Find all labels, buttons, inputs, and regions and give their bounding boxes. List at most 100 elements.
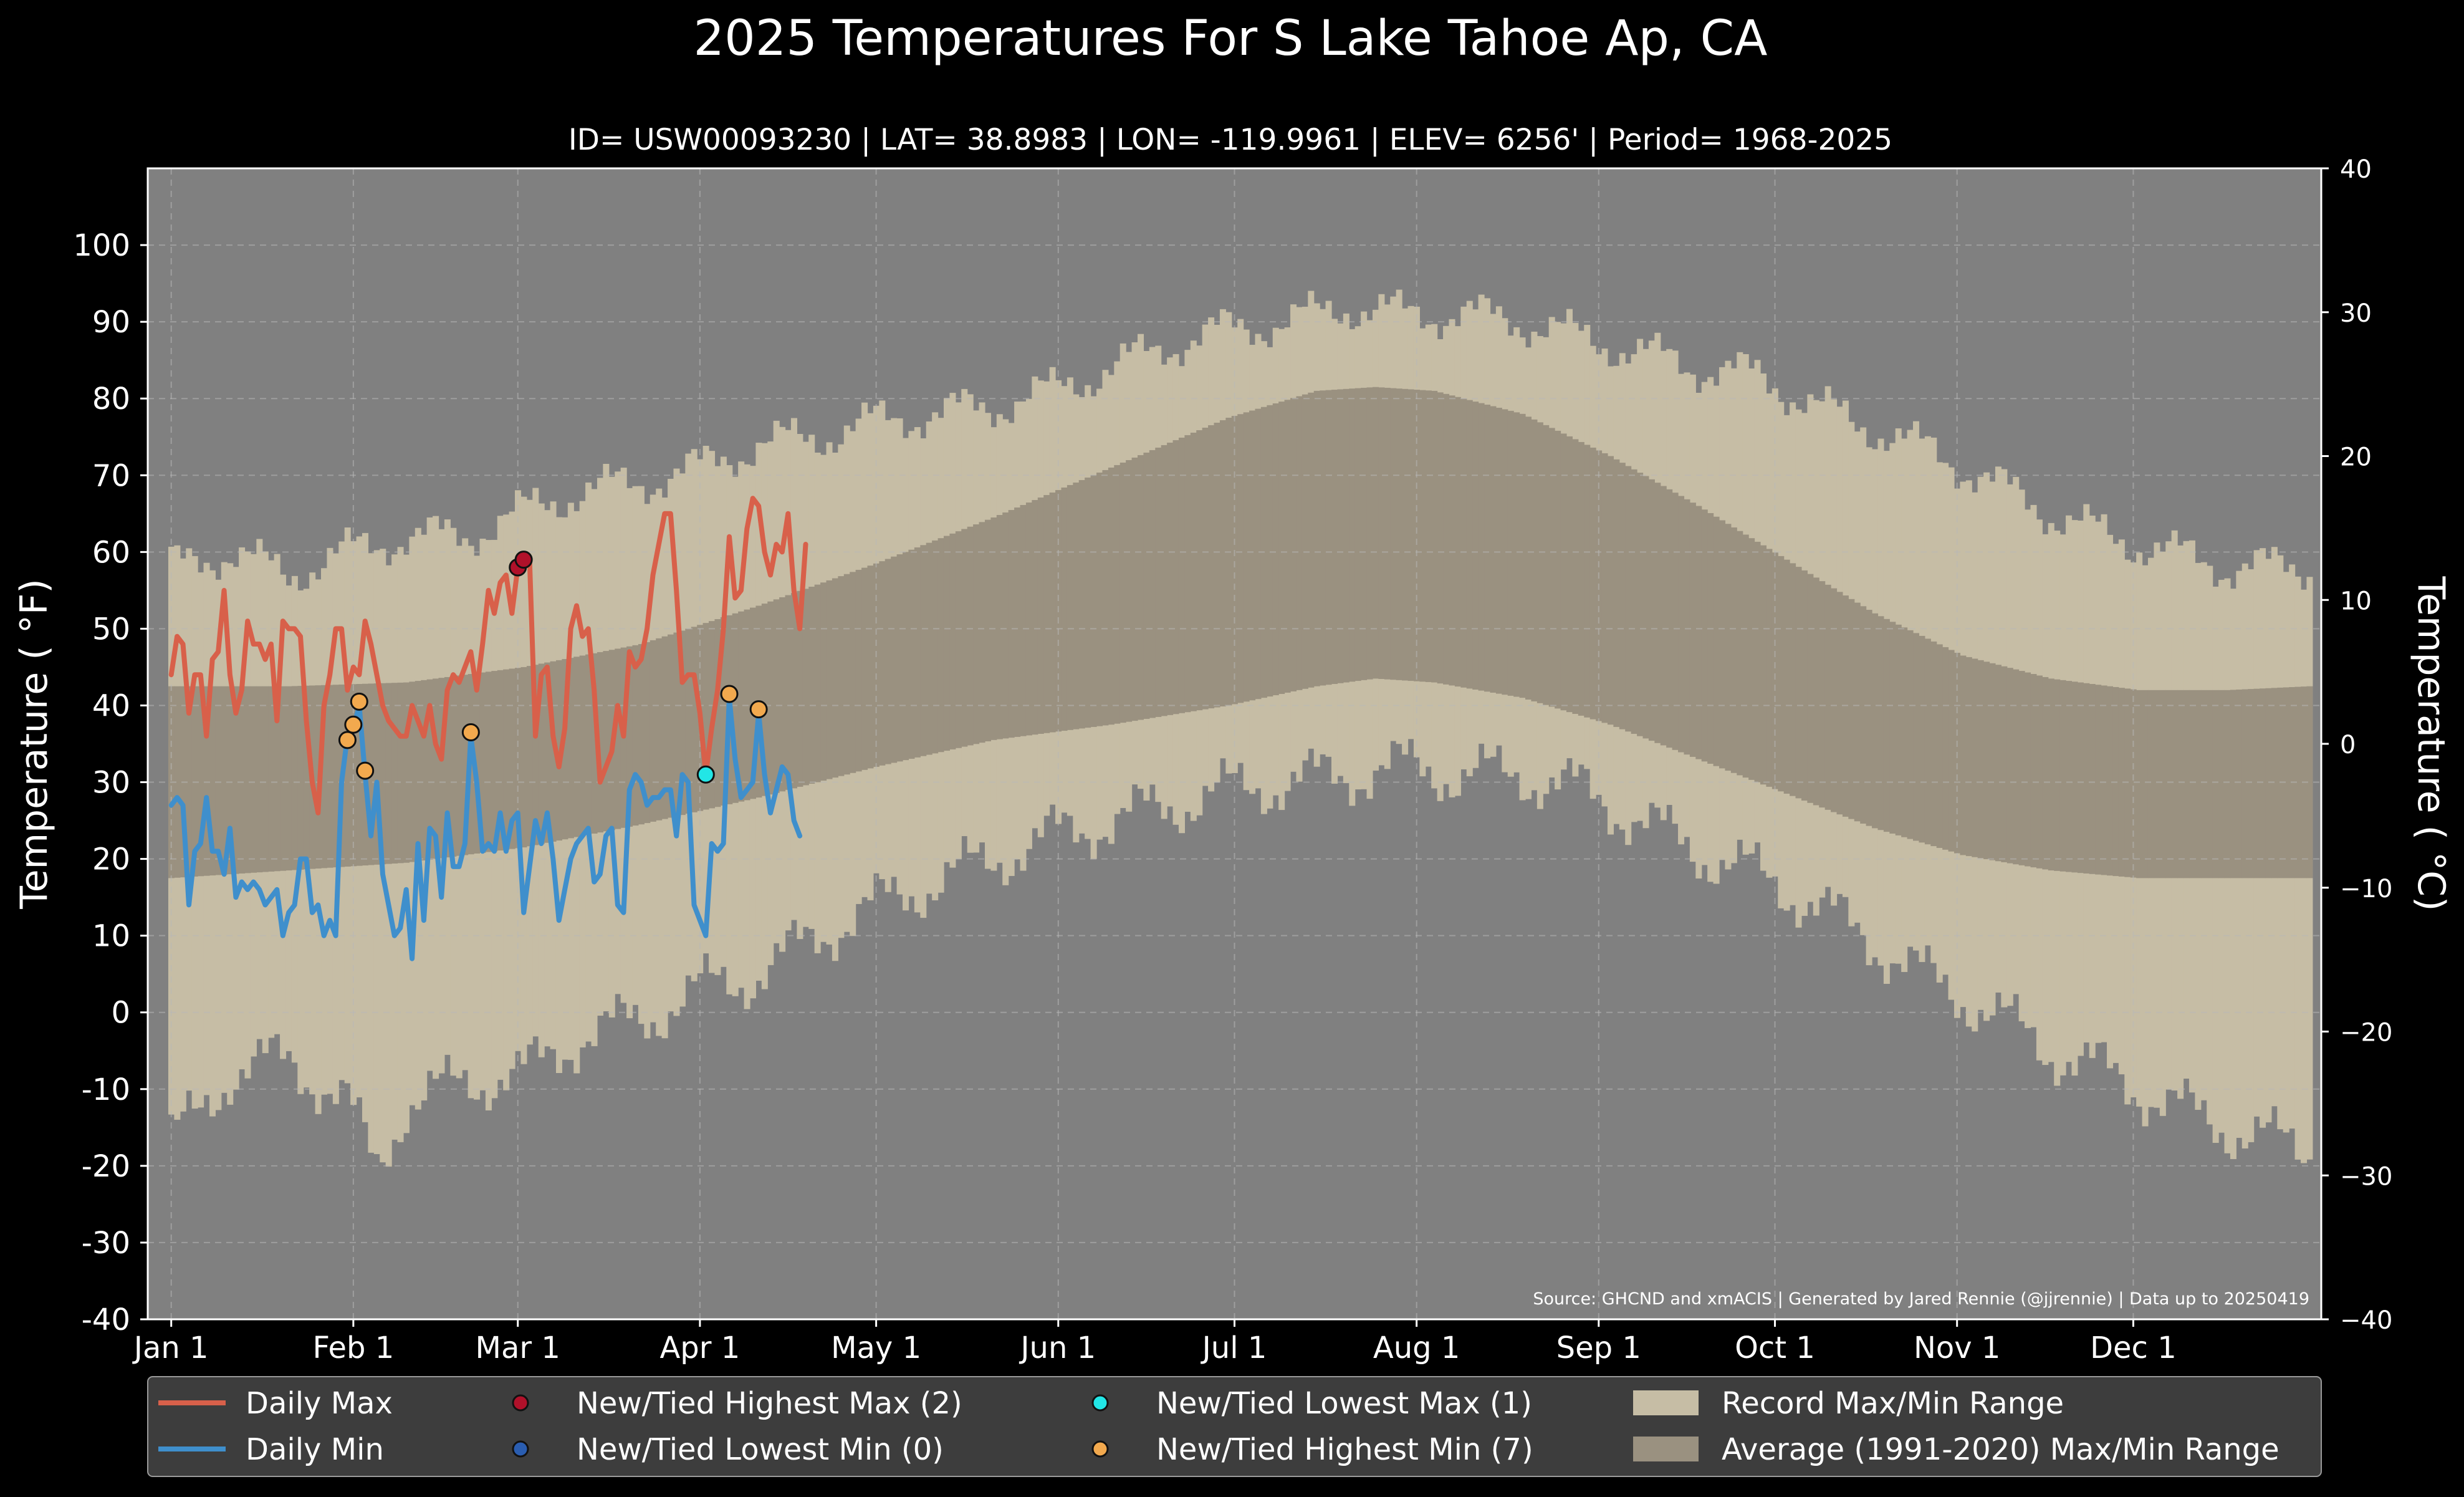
average-bar [1513, 412, 1520, 697]
average-bar [497, 670, 504, 851]
average-bar [1214, 422, 1220, 708]
average-bar [2271, 688, 2278, 878]
average-bar [567, 658, 574, 839]
average-bar [1460, 398, 1467, 688]
average-bar [832, 578, 838, 778]
y-tick-label-c: 30 [2340, 299, 2372, 328]
average-bar [2200, 690, 2207, 878]
average-bar [1313, 390, 1320, 686]
average-bar [1378, 387, 1385, 680]
average-bar [415, 681, 421, 862]
average-bar [1578, 441, 1584, 716]
average-bar [644, 642, 651, 824]
average-bar [1449, 395, 1455, 686]
average-bar [2083, 683, 2090, 874]
average-bar [573, 657, 580, 837]
average-bar [397, 682, 404, 864]
legend-swatch-dot [1091, 1394, 1109, 1412]
average-bar [861, 567, 868, 770]
average-bar [1284, 400, 1291, 693]
y-axis-label-right: Temperature ( °C) [2409, 576, 2453, 912]
average-bar [1589, 447, 1596, 720]
legend-swatch-box [1633, 1437, 1699, 1461]
average-bar [1155, 447, 1162, 717]
average-bar [280, 686, 287, 871]
average-bar [1555, 430, 1561, 709]
average-bar [421, 680, 428, 861]
average-bar [1196, 430, 1203, 711]
grid-lines [148, 168, 2321, 1319]
average-bar [1948, 650, 1955, 852]
average-bar [1372, 387, 1379, 679]
average-bar [2195, 690, 2202, 878]
average-bar [1131, 457, 1138, 721]
average-bar [344, 684, 351, 867]
y-tick-label-c: 10 [2340, 587, 2372, 615]
average-bar [1860, 606, 1867, 824]
average-bar [198, 686, 204, 877]
average-bar [2230, 690, 2236, 878]
average-bar [203, 686, 210, 876]
average-bar [438, 678, 445, 859]
average-bar [1548, 428, 1555, 707]
y-tick-label-f: 100 [73, 228, 130, 263]
average-bar [1689, 503, 1696, 757]
average-bar [2101, 685, 2107, 875]
average-bar [884, 559, 891, 764]
average-bar [1320, 390, 1326, 686]
average-bar [597, 652, 603, 833]
average-bar [2260, 688, 2266, 878]
average-bar [1584, 445, 1591, 718]
average-bar [1161, 445, 1167, 716]
average-bar [1836, 592, 1843, 815]
average-bar [1619, 463, 1626, 729]
average-bar [720, 617, 727, 806]
average-bar [1642, 476, 1649, 739]
average-bar [2294, 686, 2301, 878]
average-bar [814, 584, 821, 782]
average-bar [2236, 689, 2243, 878]
average-bar [2036, 675, 2043, 869]
average-bar [2253, 688, 2260, 878]
average-bar [1730, 527, 1737, 773]
average-bar [2089, 684, 2096, 874]
x-tick-label: Nov 1 [1914, 1331, 2000, 1365]
average-bar [409, 681, 416, 862]
average-bar [632, 645, 639, 826]
legend-swatch-dot [1091, 1440, 1109, 1458]
average-bar [2224, 690, 2231, 878]
x-tick-label: Oct 1 [1735, 1331, 1815, 1365]
average-bar [2013, 669, 2020, 865]
average-bar [1396, 388, 1402, 680]
legend-label: Average (1991-2020) Max/Min Range [1722, 1432, 2279, 1467]
average-bar [1067, 484, 1073, 730]
record-markers [338, 551, 768, 784]
average-bar [1231, 416, 1238, 705]
average-bar [1778, 556, 1785, 792]
average-bar [1801, 570, 1808, 801]
average-bar [1607, 456, 1614, 725]
average-bar [767, 601, 774, 795]
average-bar [1114, 465, 1121, 724]
average-bar [403, 682, 410, 863]
average-bar [526, 666, 533, 847]
average-bar [1719, 520, 1726, 769]
legend-label: New/Tied Lowest Min (0) [577, 1432, 944, 1467]
average-bar [186, 686, 193, 877]
average-bar [1872, 613, 1879, 829]
average-bar [2071, 681, 2078, 873]
average-bar [1813, 577, 1819, 806]
new-high-max-marker [514, 551, 533, 569]
average-bar [996, 514, 1003, 739]
average-bar [908, 549, 915, 759]
new-high-min-marker [720, 685, 739, 703]
average-bar [1566, 436, 1573, 713]
average-bar [1795, 567, 1802, 799]
average-bar [1443, 393, 1450, 685]
average-bar [1361, 387, 1368, 680]
average-bar [808, 587, 815, 784]
average-bar [1531, 419, 1538, 701]
average-bar [1536, 422, 1543, 703]
average-bar [2207, 690, 2213, 878]
average-bar [2001, 666, 2008, 862]
